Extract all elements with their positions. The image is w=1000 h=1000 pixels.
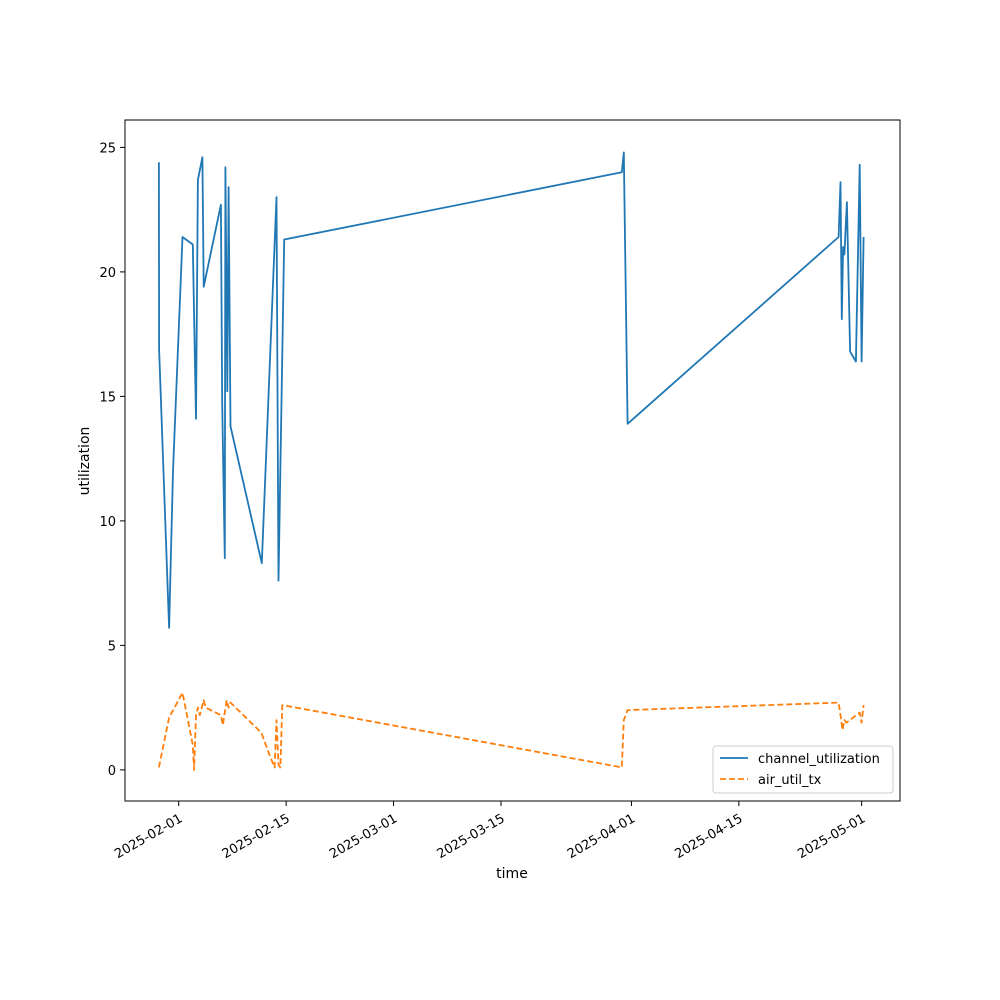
legend: channel_utilization air_util_tx: [712, 745, 894, 794]
legend-label-channel-utilization: channel_utilization: [758, 752, 880, 767]
legend-label-air-util-tx: air_util_tx: [758, 773, 822, 788]
y-tick-label: 5: [108, 639, 116, 654]
plot-frame: [124, 119, 901, 802]
y-tick-label: 20: [99, 266, 116, 281]
x-tick-label: 2025-02-01: [112, 811, 185, 862]
x-tick-label: 2025-02-15: [220, 811, 293, 862]
legend-box: [712, 745, 894, 794]
x-tick-label: 2025-05-01: [795, 811, 868, 862]
y-tick-label: 15: [99, 390, 116, 405]
x-tick-label: 2025-03-15: [435, 811, 508, 862]
x-tick-label: 2025-04-01: [565, 811, 638, 862]
y-tick-label: 10: [99, 515, 116, 530]
series-line-channel-utilization: [158, 151, 865, 629]
series-layer: [158, 151, 865, 771]
y-tick-label: 0: [108, 764, 116, 779]
y-tick-label: 25: [99, 141, 116, 156]
y-axis-label: utilization: [77, 427, 93, 496]
series-line-air-util-tx: [158, 691, 865, 771]
x-tick-label: 2025-03-01: [327, 811, 400, 862]
y-axis-ticks: 0 5 10 15 20 25: [99, 141, 125, 779]
x-axis-label: time: [496, 866, 528, 882]
x-tick-label: 2025-04-15: [672, 811, 745, 862]
x-axis-ticks: 2025-02-01 2025-02-15 2025-03-01 2025-03-15…: [112, 801, 868, 862]
